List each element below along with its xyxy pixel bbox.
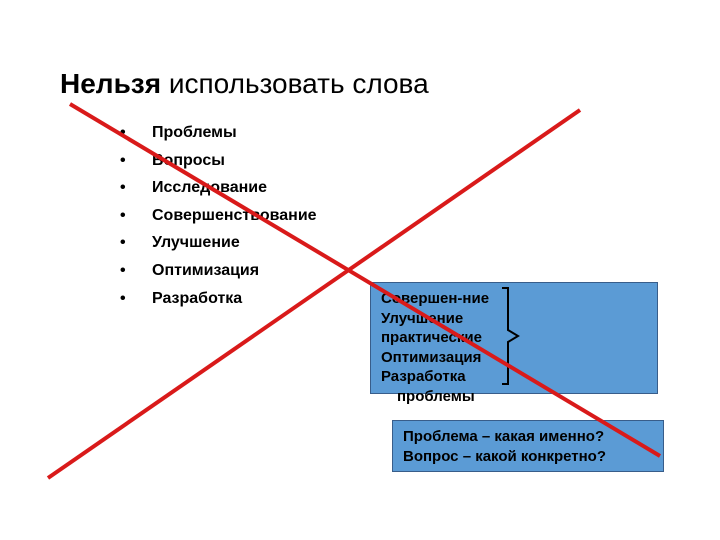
callout-box-questions: Проблема – какая именно? Вопрос – какой … (392, 420, 664, 472)
list-item-label: Исследование (152, 179, 267, 196)
callout-right-text: проблемы (397, 388, 475, 405)
title-rest: использовать слова (161, 68, 429, 99)
list-item: Улучшение (120, 230, 317, 256)
callout-left-column: Совершен-ние Улучшение практические Опти… (381, 289, 509, 387)
list-item: Исследование (120, 175, 317, 201)
callout-line: Проблема – какая именно? (403, 427, 653, 447)
list-item: Оптимизация (120, 258, 317, 284)
list-item: Вопросы (120, 148, 317, 174)
list-item-label: Вопросы (152, 152, 225, 169)
callout-line: Улучшение (381, 309, 509, 329)
callout-line: Вопрос – какой конкретно? (403, 447, 653, 467)
list-item-label: Проблемы (152, 124, 237, 141)
slide: Нельзя использовать слова Проблемы Вопро… (0, 0, 720, 540)
callout-right-column: проблемы (381, 387, 517, 407)
callout-line: практические (381, 328, 509, 348)
list-item-label: Оптимизация (152, 262, 259, 279)
list-item-label: Совершенствование (152, 207, 317, 224)
callout-line: Совершен-ние (381, 289, 509, 309)
forbidden-words-list: Проблемы Вопросы Исследование Совершенст… (120, 120, 317, 313)
list-item: Совершенствование (120, 203, 317, 229)
list-item: Разработка (120, 286, 317, 312)
callout-line: Оптимизация (381, 348, 509, 368)
slide-title: Нельзя использовать слова (60, 68, 429, 100)
title-bold: Нельзя (60, 68, 161, 99)
bracket-icon (500, 286, 522, 386)
list-item: Проблемы (120, 120, 317, 146)
list-item-label: Разработка (152, 290, 242, 307)
callout-line: Разработка (381, 367, 509, 387)
list-item-label: Улучшение (152, 234, 240, 251)
